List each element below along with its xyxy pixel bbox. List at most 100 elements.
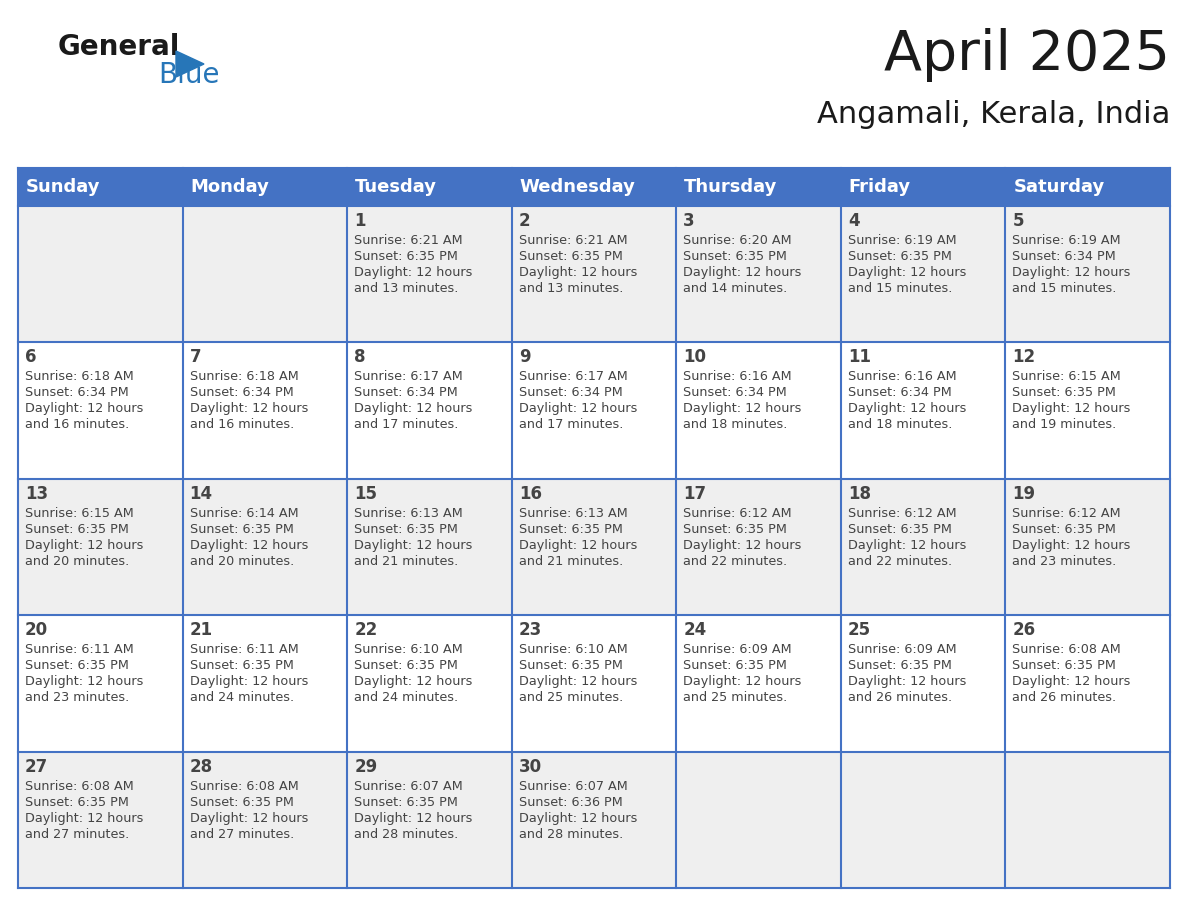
Text: Sunset: 6:35 PM: Sunset: 6:35 PM	[354, 250, 459, 263]
Text: and 28 minutes.: and 28 minutes.	[354, 828, 459, 841]
Text: Sunrise: 6:21 AM: Sunrise: 6:21 AM	[519, 234, 627, 247]
Text: 28: 28	[190, 757, 213, 776]
Text: 13: 13	[25, 485, 49, 503]
FancyBboxPatch shape	[18, 168, 1170, 206]
Text: Blue: Blue	[158, 61, 220, 89]
Text: Tuesday: Tuesday	[355, 178, 437, 196]
Text: 4: 4	[848, 212, 859, 230]
Text: Sunset: 6:35 PM: Sunset: 6:35 PM	[190, 796, 293, 809]
Text: 12: 12	[1012, 349, 1036, 366]
Text: Sunrise: 6:15 AM: Sunrise: 6:15 AM	[25, 507, 134, 520]
Text: Sunrise: 6:08 AM: Sunrise: 6:08 AM	[1012, 644, 1121, 656]
Text: and 18 minutes.: and 18 minutes.	[848, 419, 953, 431]
Text: Sunset: 6:35 PM: Sunset: 6:35 PM	[519, 250, 623, 263]
Text: and 16 minutes.: and 16 minutes.	[25, 419, 129, 431]
FancyBboxPatch shape	[512, 479, 676, 615]
Text: Sunrise: 6:17 AM: Sunrise: 6:17 AM	[519, 370, 627, 384]
FancyBboxPatch shape	[347, 479, 512, 615]
Text: 14: 14	[190, 485, 213, 503]
Text: 26: 26	[1012, 621, 1036, 639]
Text: Sunset: 6:35 PM: Sunset: 6:35 PM	[190, 522, 293, 536]
Text: Sunset: 6:35 PM: Sunset: 6:35 PM	[190, 659, 293, 672]
FancyBboxPatch shape	[1005, 752, 1170, 888]
Text: and 13 minutes.: and 13 minutes.	[519, 282, 623, 295]
Text: Daylight: 12 hours: Daylight: 12 hours	[519, 812, 637, 824]
Text: Wednesday: Wednesday	[519, 178, 636, 196]
FancyBboxPatch shape	[676, 615, 841, 752]
Text: Sunrise: 6:18 AM: Sunrise: 6:18 AM	[190, 370, 298, 384]
Text: Daylight: 12 hours: Daylight: 12 hours	[190, 676, 308, 688]
Text: and 20 minutes.: and 20 minutes.	[25, 554, 129, 568]
FancyBboxPatch shape	[1005, 615, 1170, 752]
Text: Sunset: 6:34 PM: Sunset: 6:34 PM	[354, 386, 457, 399]
FancyBboxPatch shape	[18, 615, 183, 752]
Text: Daylight: 12 hours: Daylight: 12 hours	[25, 676, 144, 688]
Text: 24: 24	[683, 621, 707, 639]
Text: Daylight: 12 hours: Daylight: 12 hours	[683, 402, 802, 416]
Text: Sunset: 6:34 PM: Sunset: 6:34 PM	[519, 386, 623, 399]
Text: 9: 9	[519, 349, 530, 366]
Text: Daylight: 12 hours: Daylight: 12 hours	[848, 402, 966, 416]
Text: and 22 minutes.: and 22 minutes.	[848, 554, 952, 568]
FancyBboxPatch shape	[512, 752, 676, 888]
Text: Sunset: 6:35 PM: Sunset: 6:35 PM	[25, 796, 128, 809]
FancyBboxPatch shape	[1005, 342, 1170, 479]
FancyBboxPatch shape	[183, 752, 347, 888]
Text: 11: 11	[848, 349, 871, 366]
Text: Daylight: 12 hours: Daylight: 12 hours	[1012, 539, 1131, 552]
FancyBboxPatch shape	[841, 206, 1005, 342]
Text: and 15 minutes.: and 15 minutes.	[1012, 282, 1117, 295]
Text: Sunrise: 6:16 AM: Sunrise: 6:16 AM	[848, 370, 956, 384]
FancyBboxPatch shape	[841, 479, 1005, 615]
Text: Sunrise: 6:10 AM: Sunrise: 6:10 AM	[354, 644, 463, 656]
Text: Sunset: 6:35 PM: Sunset: 6:35 PM	[848, 522, 952, 536]
Text: 6: 6	[25, 349, 37, 366]
Text: and 26 minutes.: and 26 minutes.	[1012, 691, 1117, 704]
Text: Daylight: 12 hours: Daylight: 12 hours	[354, 812, 473, 824]
Text: Daylight: 12 hours: Daylight: 12 hours	[1012, 676, 1131, 688]
Text: April 2025: April 2025	[884, 28, 1170, 82]
Text: Sunset: 6:35 PM: Sunset: 6:35 PM	[683, 250, 788, 263]
Text: Sunrise: 6:13 AM: Sunrise: 6:13 AM	[354, 507, 463, 520]
Text: 19: 19	[1012, 485, 1036, 503]
Text: Sunrise: 6:18 AM: Sunrise: 6:18 AM	[25, 370, 134, 384]
Text: Sunrise: 6:14 AM: Sunrise: 6:14 AM	[190, 507, 298, 520]
Text: Sunset: 6:35 PM: Sunset: 6:35 PM	[683, 659, 788, 672]
Text: Sunrise: 6:11 AM: Sunrise: 6:11 AM	[190, 644, 298, 656]
FancyBboxPatch shape	[676, 479, 841, 615]
Text: Sunset: 6:35 PM: Sunset: 6:35 PM	[519, 659, 623, 672]
Text: Sunset: 6:34 PM: Sunset: 6:34 PM	[1012, 250, 1117, 263]
Text: Sunrise: 6:21 AM: Sunrise: 6:21 AM	[354, 234, 463, 247]
Text: Thursday: Thursday	[684, 178, 778, 196]
Text: Sunrise: 6:10 AM: Sunrise: 6:10 AM	[519, 644, 627, 656]
Text: 18: 18	[848, 485, 871, 503]
FancyBboxPatch shape	[347, 342, 512, 479]
Text: Sunset: 6:35 PM: Sunset: 6:35 PM	[683, 522, 788, 536]
Text: 15: 15	[354, 485, 377, 503]
Text: and 21 minutes.: and 21 minutes.	[354, 554, 459, 568]
Text: 20: 20	[25, 621, 49, 639]
FancyBboxPatch shape	[183, 206, 347, 342]
Text: and 25 minutes.: and 25 minutes.	[519, 691, 623, 704]
Text: Daylight: 12 hours: Daylight: 12 hours	[354, 539, 473, 552]
Text: Sunrise: 6:09 AM: Sunrise: 6:09 AM	[683, 644, 792, 656]
Text: Sunset: 6:34 PM: Sunset: 6:34 PM	[848, 386, 952, 399]
FancyBboxPatch shape	[676, 206, 841, 342]
Text: and 19 minutes.: and 19 minutes.	[1012, 419, 1117, 431]
Text: Sunset: 6:34 PM: Sunset: 6:34 PM	[190, 386, 293, 399]
Text: Daylight: 12 hours: Daylight: 12 hours	[25, 812, 144, 824]
Text: Sunrise: 6:12 AM: Sunrise: 6:12 AM	[1012, 507, 1121, 520]
Text: Daylight: 12 hours: Daylight: 12 hours	[683, 266, 802, 279]
Text: Daylight: 12 hours: Daylight: 12 hours	[354, 266, 473, 279]
Text: Sunset: 6:35 PM: Sunset: 6:35 PM	[25, 522, 128, 536]
Text: 30: 30	[519, 757, 542, 776]
Text: and 25 minutes.: and 25 minutes.	[683, 691, 788, 704]
Text: 8: 8	[354, 349, 366, 366]
Text: Daylight: 12 hours: Daylight: 12 hours	[683, 676, 802, 688]
Text: Daylight: 12 hours: Daylight: 12 hours	[848, 676, 966, 688]
Text: 2: 2	[519, 212, 530, 230]
Text: Sunset: 6:35 PM: Sunset: 6:35 PM	[519, 522, 623, 536]
Text: Sunrise: 6:07 AM: Sunrise: 6:07 AM	[519, 779, 627, 792]
Text: and 15 minutes.: and 15 minutes.	[848, 282, 953, 295]
Text: Daylight: 12 hours: Daylight: 12 hours	[190, 539, 308, 552]
